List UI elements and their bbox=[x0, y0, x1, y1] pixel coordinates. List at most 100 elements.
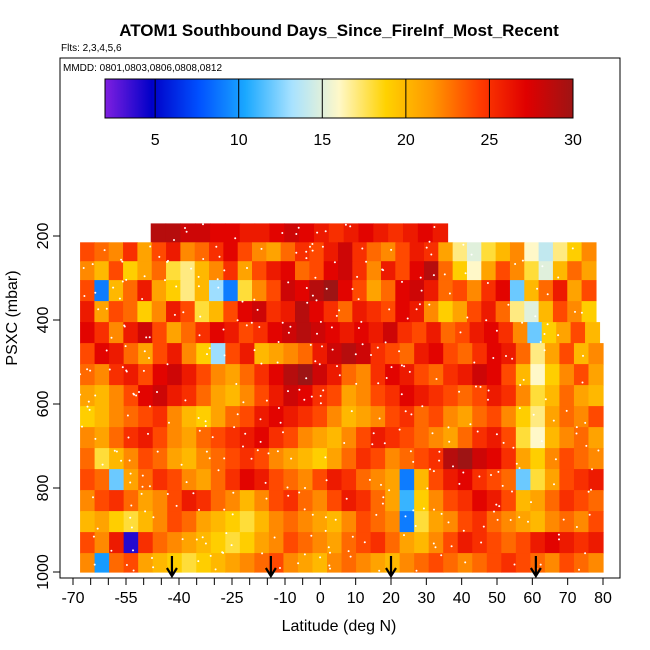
data-dot bbox=[149, 405, 151, 408]
data-dot bbox=[388, 308, 391, 311]
heatmap-cell bbox=[495, 242, 511, 262]
data-dot bbox=[282, 431, 284, 434]
chart-title: ATOM1 Southbound Days_Since_FireInf_Most… bbox=[119, 21, 559, 40]
heatmap-cell bbox=[341, 448, 357, 470]
heatmap-cell bbox=[428, 448, 444, 470]
heatmap-cell bbox=[552, 280, 568, 302]
data-dot bbox=[588, 513, 591, 516]
data-dot bbox=[478, 475, 481, 478]
data-dot bbox=[287, 494, 290, 497]
heatmap-cell bbox=[196, 364, 212, 386]
heatmap-cell bbox=[196, 343, 212, 365]
heatmap-cell bbox=[94, 448, 110, 470]
heatmap-cell bbox=[409, 242, 425, 262]
heatmap-cell bbox=[356, 553, 372, 573]
heatmap-cell bbox=[166, 261, 181, 281]
heatmap-cell bbox=[443, 469, 459, 491]
heatmap-cell bbox=[151, 261, 167, 281]
heatmap-cell bbox=[167, 469, 183, 491]
data-dot bbox=[295, 251, 298, 254]
heatmap-cell bbox=[588, 469, 604, 491]
heatmap-cell bbox=[366, 242, 382, 262]
data-dot bbox=[230, 544, 233, 547]
x-tick-label: 70 bbox=[559, 590, 577, 607]
heatmap-cell bbox=[428, 406, 444, 428]
heatmap-cell bbox=[225, 448, 241, 470]
heatmap-cell bbox=[501, 532, 517, 554]
heatmap-cell bbox=[150, 223, 167, 243]
heatmap-cell bbox=[152, 364, 168, 386]
data-dot bbox=[495, 329, 498, 332]
heatmap-cell bbox=[181, 322, 197, 344]
heatmap-cell bbox=[581, 280, 597, 302]
heatmap-cell bbox=[370, 343, 386, 365]
y-tick-label: 800 bbox=[35, 475, 52, 502]
heatmap-cell bbox=[432, 223, 449, 243]
heatmap-cell bbox=[254, 469, 270, 491]
data-dot bbox=[378, 417, 381, 420]
data-dot bbox=[217, 469, 220, 472]
data-dot bbox=[350, 410, 353, 413]
heatmap-cell bbox=[457, 364, 473, 386]
heatmap-cell bbox=[237, 242, 253, 262]
colorbar-gradient bbox=[104, 78, 574, 119]
heatmap-cell bbox=[152, 553, 168, 573]
data-dot bbox=[211, 436, 214, 439]
heatmap-cell bbox=[414, 532, 430, 554]
data-dots bbox=[79, 223, 600, 572]
data-dot bbox=[565, 409, 568, 412]
data-dot bbox=[105, 349, 108, 352]
data-dot bbox=[103, 249, 106, 252]
data-dot bbox=[447, 521, 450, 524]
heatmap-cell bbox=[225, 511, 241, 533]
heatmap-cell bbox=[495, 301, 511, 323]
heatmap-cell bbox=[254, 223, 271, 243]
heatmap-cell bbox=[210, 511, 226, 533]
heatmap-cell bbox=[283, 385, 299, 407]
heatmap-cell bbox=[299, 223, 315, 243]
heatmap-cell bbox=[544, 406, 561, 428]
heatmap-cell bbox=[428, 532, 444, 554]
data-dot bbox=[94, 394, 97, 397]
data-dot bbox=[202, 223, 204, 226]
data-dot bbox=[376, 346, 379, 349]
data-dot bbox=[371, 443, 374, 446]
heatmap-cell bbox=[297, 406, 314, 428]
heatmap-cell bbox=[370, 406, 386, 428]
data-dot bbox=[94, 291, 97, 294]
heatmap-cell bbox=[385, 427, 401, 449]
heatmap-cell bbox=[297, 490, 314, 512]
data-dot bbox=[505, 355, 507, 357]
heatmap-cell bbox=[385, 490, 401, 512]
heatmap-cell bbox=[137, 280, 153, 302]
heatmap-cell bbox=[457, 385, 473, 407]
heatmap-cell bbox=[109, 427, 125, 449]
data-dot bbox=[361, 247, 364, 250]
heatmap-cell bbox=[210, 553, 226, 573]
x-tick-label: 10 bbox=[347, 590, 365, 607]
heatmap-cell bbox=[524, 280, 540, 302]
data-dot bbox=[546, 323, 549, 326]
data-dot bbox=[462, 471, 465, 474]
heatmap-cell bbox=[585, 322, 601, 344]
data-dot bbox=[260, 362, 263, 365]
heatmap-cell bbox=[223, 261, 239, 281]
heatmap-cell bbox=[296, 322, 312, 344]
heatmap-cell bbox=[440, 322, 456, 344]
colorbar: 5 10 15 20 25 30 bbox=[104, 78, 582, 149]
data-dot bbox=[584, 421, 587, 424]
heatmap-cell bbox=[484, 322, 500, 344]
heatmap-cell bbox=[530, 448, 546, 470]
heatmap-cell bbox=[123, 261, 138, 281]
data-dot bbox=[347, 550, 350, 553]
heatmap-cell bbox=[544, 532, 561, 554]
heatmap-cell bbox=[239, 490, 255, 512]
data-dot bbox=[315, 299, 318, 302]
heatmap-cell bbox=[414, 553, 430, 573]
profile-arrows bbox=[166, 556, 542, 579]
heatmap-cell bbox=[152, 448, 168, 470]
heatmap-cell bbox=[417, 223, 434, 243]
data-dot bbox=[118, 297, 121, 300]
data-dot bbox=[544, 398, 547, 401]
heatmap-cell bbox=[428, 511, 444, 533]
